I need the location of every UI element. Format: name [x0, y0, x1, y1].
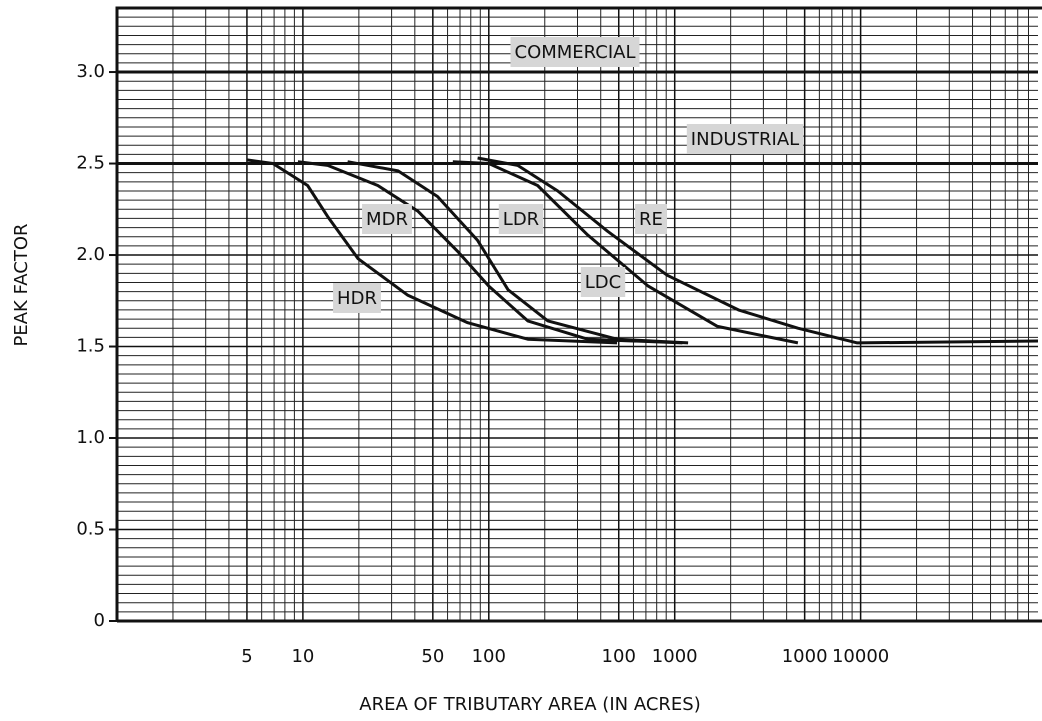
series-line: [297, 160, 683, 345]
y-tick-label: 1.0: [76, 427, 105, 448]
y-tick-label: 3.0: [76, 61, 105, 82]
x-tick-label: 100: [472, 646, 506, 667]
y-tick-label: 0.5: [76, 519, 105, 540]
series-line: [347, 160, 689, 345]
series-label-box: [362, 204, 412, 234]
series-label: MDR: [366, 209, 408, 230]
series-label-box: [686, 124, 804, 154]
x-tick-label: 100: [602, 646, 636, 667]
series-label: LDR: [503, 209, 539, 230]
series-label: RE: [639, 209, 663, 230]
x-tick-label: 10: [291, 646, 314, 667]
series-line: [477, 156, 1039, 345]
series-label: COMMERCIAL: [515, 42, 636, 63]
y-tick-label: 2.0: [76, 244, 105, 265]
x-tick-label: 1000: [782, 646, 828, 667]
series-label: HDR: [337, 288, 377, 309]
series-label-box: [510, 37, 640, 67]
x-axis-title: AREA OF TRIBUTARY AREA (IN ACRES): [359, 694, 700, 715]
series-line: [246, 158, 618, 345]
x-tick-label: 1000: [652, 646, 698, 667]
series-label: LDC: [585, 272, 621, 293]
plot-frame: [115, 6, 1042, 623]
series-line: [452, 160, 799, 345]
x-tick-label: 50: [421, 646, 444, 667]
series-label-box: [333, 283, 381, 313]
x-tick-label: 10000: [832, 646, 889, 667]
series-label: INDUSTRIAL: [691, 129, 799, 150]
x-tick-label: 5: [241, 646, 252, 667]
series-label-box: [498, 204, 544, 234]
series-label-box: [580, 267, 626, 297]
y-axis-title: PEAK FACTOR: [11, 223, 32, 346]
y-tick-label: 0: [94, 610, 105, 631]
series-label-box: [635, 204, 667, 234]
y-tick-label: 1.5: [76, 336, 105, 357]
y-tick-label: 2.5: [76, 153, 105, 174]
